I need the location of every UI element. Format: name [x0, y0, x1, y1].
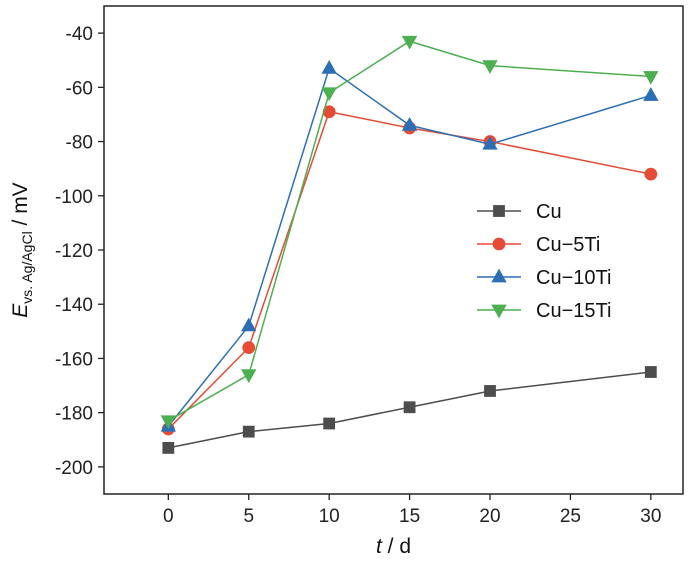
- legend-marker: [492, 237, 506, 251]
- data-point: [643, 87, 659, 101]
- data-point: [242, 425, 255, 438]
- legend-item: Cu−5Ti: [477, 234, 600, 256]
- data-point: [241, 369, 257, 384]
- series-0: [162, 366, 657, 454]
- legend-label: Cu−5Ti: [536, 234, 600, 256]
- y-tick-label: -200: [55, 458, 93, 479]
- data-point: [403, 401, 416, 414]
- y-tick-label: -160: [55, 349, 93, 370]
- y-tick-label: -100: [55, 187, 93, 208]
- series-line: [168, 371, 651, 449]
- axis-ticks: 0 5 10 15 20 25 30 -200 -180 -160 -140 -120 -100 -80 -…: [55, 24, 661, 527]
- y-tick-label: -60: [66, 78, 93, 99]
- plot-frame: [103, 5, 684, 495]
- legend-item: Cu−10Ti: [477, 267, 611, 289]
- data-point: [482, 135, 498, 150]
- data-point: [160, 415, 177, 430]
- data-point: [484, 385, 496, 397]
- series-layer: [160, 35, 659, 454]
- y-tick-label: -140: [55, 295, 93, 316]
- series-line: [167, 110, 651, 430]
- legend: Cu Cu−5Ti Cu−10Ti Cu−15Ti: [477, 201, 611, 322]
- y-tick-label: -80: [66, 133, 93, 154]
- x-tick-label: 20: [479, 506, 500, 527]
- series-3: [160, 35, 659, 430]
- legend-marker: [491, 304, 507, 319]
- data-point: [323, 417, 336, 430]
- data-point: [401, 35, 418, 50]
- y-tick-label: -180: [55, 404, 93, 425]
- x-tick-label: 10: [319, 506, 340, 527]
- y-axis-title-subscript: vs. Ag/AgCl: [19, 231, 35, 303]
- data-point: [643, 71, 659, 85]
- data-point: [644, 366, 657, 378]
- x-tick-label: 25: [560, 506, 581, 527]
- data-point: [401, 116, 418, 131]
- y-tick-label: -40: [66, 24, 93, 45]
- legend-marker: [491, 268, 507, 283]
- data-point: [242, 341, 256, 355]
- data-point: [241, 317, 257, 332]
- legend-label: Cu: [536, 201, 562, 223]
- data-point: [321, 60, 337, 74]
- x-axis-title-symbol: t: [376, 535, 383, 558]
- data-point: [162, 442, 175, 454]
- data-point: [321, 87, 337, 102]
- series-line: [167, 40, 651, 422]
- x-tick-label: 15: [399, 506, 420, 527]
- x-axis-title-unit: / d: [382, 535, 411, 558]
- x-tick-label: 5: [243, 506, 254, 527]
- x-tick-label: 30: [640, 506, 661, 527]
- legend-item: Cu−15Ti: [477, 300, 611, 322]
- legend-label: Cu−10Ti: [536, 267, 611, 289]
- legend-label: Cu−15Ti: [536, 300, 611, 322]
- x-axis-title: t / d: [376, 535, 411, 558]
- data-point: [482, 60, 498, 74]
- series-line: [167, 67, 652, 427]
- x-tick-label: 0: [163, 506, 174, 527]
- y-axis-title-unit: / mV: [9, 182, 32, 231]
- y-tick-label: -120: [55, 241, 93, 262]
- data-point: [644, 167, 658, 181]
- legend-marker: [493, 205, 505, 217]
- y-axis-title-symbol: E: [9, 303, 32, 318]
- y-axis-title: Evs. Ag/AgCl / mV: [9, 182, 35, 317]
- legend-item: Cu: [477, 201, 562, 223]
